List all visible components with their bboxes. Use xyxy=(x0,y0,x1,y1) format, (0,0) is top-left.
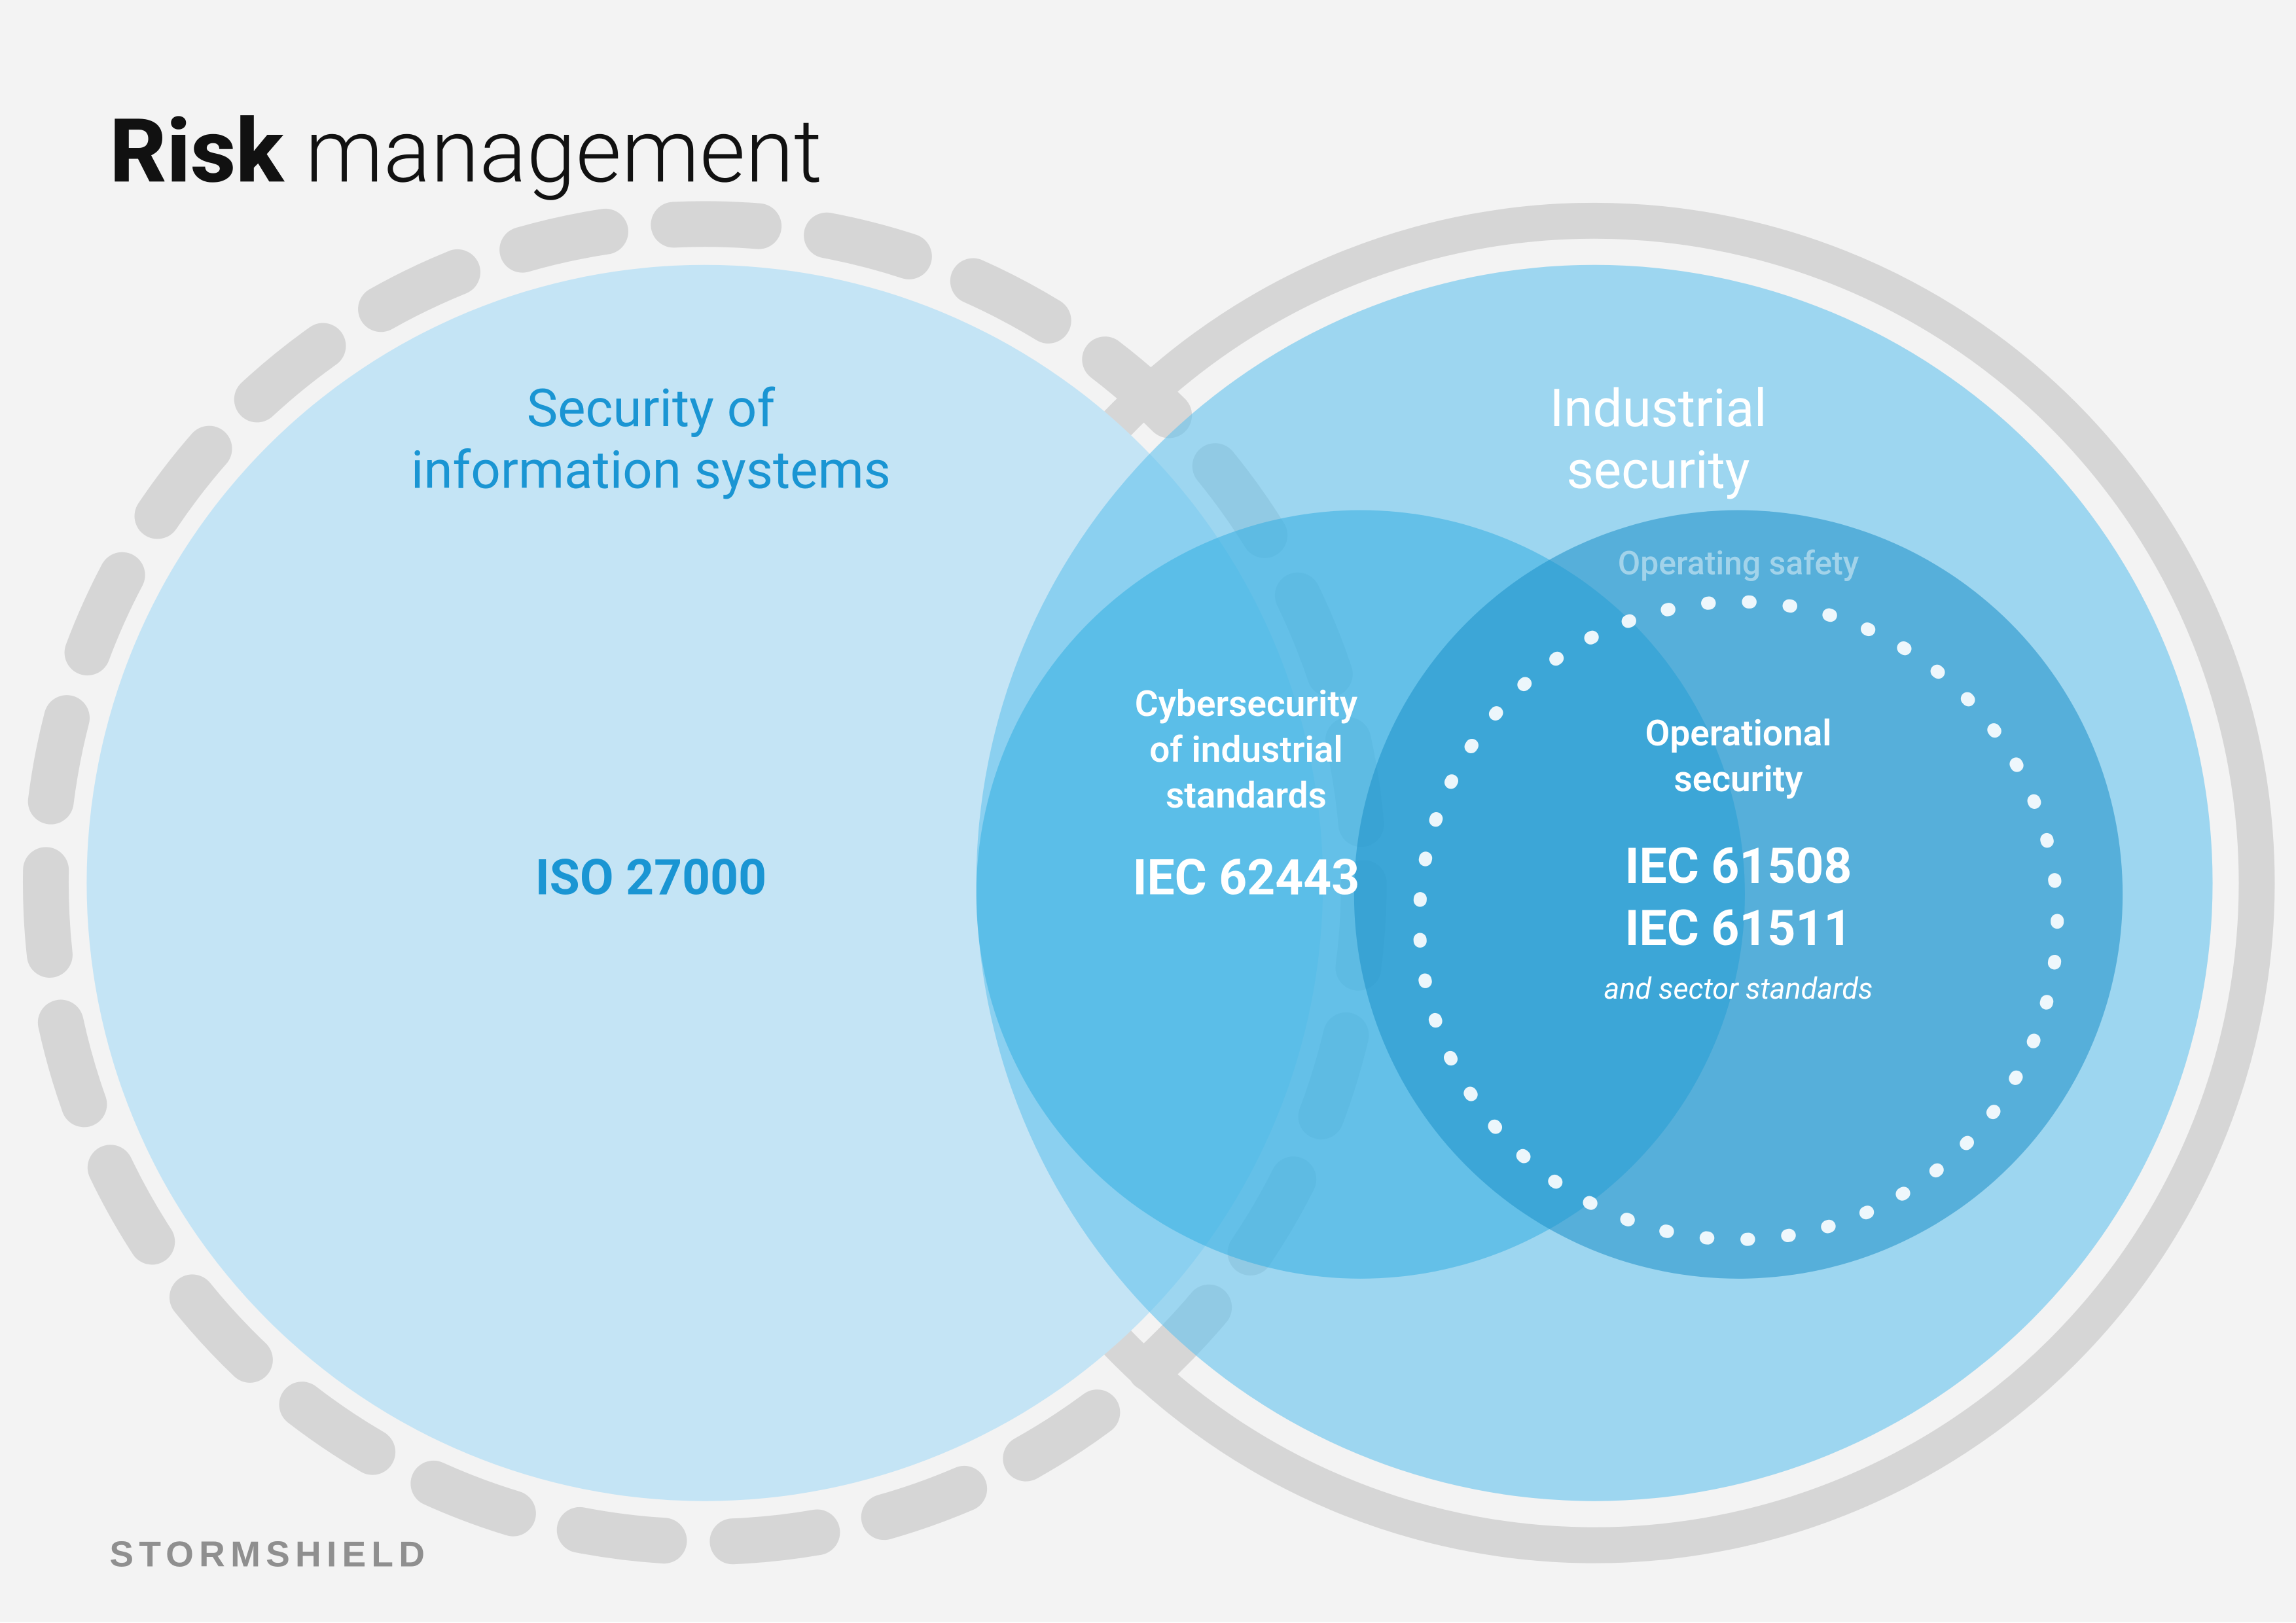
svg-text:information systems: information systems xyxy=(411,440,891,501)
info-systems-label: Security of xyxy=(527,378,776,439)
iec-61508-label: IEC 61508 xyxy=(1625,838,1852,895)
industrial-security-label: Industrial xyxy=(1550,378,1767,439)
svg-text:security: security xyxy=(1674,758,1804,800)
svg-text:security: security xyxy=(1567,440,1750,501)
iso-27000-label: ISO 27000 xyxy=(535,849,766,907)
diagram-canvas: Risk management Security ofinformation s… xyxy=(0,0,2296,1622)
iec-61511-label: IEC 61511 xyxy=(1625,900,1852,957)
svg-text:of industrial: of industrial xyxy=(1149,729,1342,771)
venn-diagram: Security ofinformation systems ISO 27000 I… xyxy=(0,0,2296,1622)
brand-logo: STORMSHIELD xyxy=(109,1534,430,1577)
svg-text:standards: standards xyxy=(1166,775,1327,817)
operational-security-label: Operational xyxy=(1645,713,1831,755)
iec-62443-label: IEC 62443 xyxy=(1133,849,1360,907)
sector-standards-note: and sector standards xyxy=(1604,971,1873,1006)
cybersecurity-label: Cybersecurity xyxy=(1135,683,1358,725)
operating-safety-label: Operating safety xyxy=(1618,545,1859,583)
